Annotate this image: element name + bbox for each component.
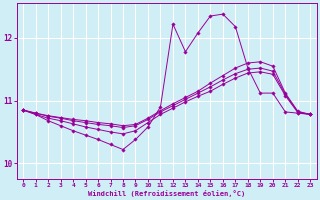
X-axis label: Windchill (Refroidissement éolien,°C): Windchill (Refroidissement éolien,°C)	[88, 190, 245, 197]
